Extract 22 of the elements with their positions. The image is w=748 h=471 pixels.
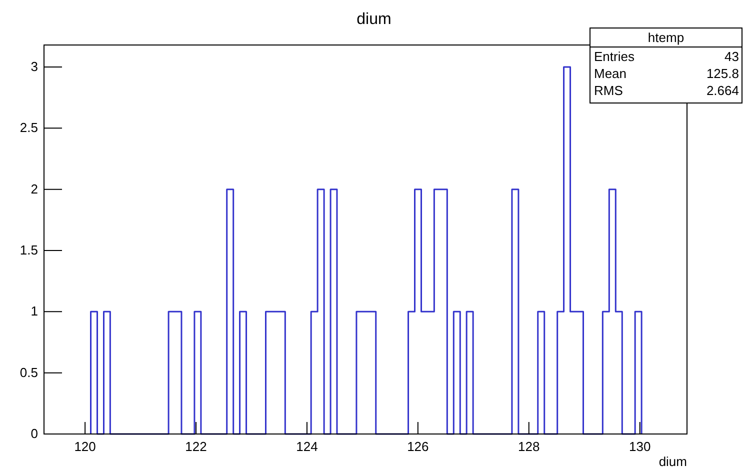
y-tick-label: 1.5	[20, 242, 38, 258]
y-tick-label: 2	[30, 181, 38, 196]
y-tick-label: 3	[30, 59, 38, 74]
x-tick-label: 128	[518, 439, 540, 454]
x-tick-label: 120	[74, 439, 96, 454]
text: 125.8	[706, 66, 739, 81]
x-tick-label: 122	[185, 439, 207, 454]
y-tick-label: 0.5	[20, 364, 38, 380]
annotation: RMS	[594, 83, 624, 98]
y-tick-label: 0	[30, 426, 38, 441]
annotation: Entries	[594, 49, 635, 64]
chart-title: dium	[356, 11, 392, 28]
x-tick-label: 130	[628, 439, 651, 454]
text: 2.664	[706, 83, 739, 98]
x-axis-title: dium	[658, 454, 687, 469]
text: 43	[724, 49, 739, 64]
annotation: htemp	[648, 30, 684, 45]
y-tick-label: 2.5	[20, 120, 38, 136]
y-tick-label: 1	[30, 304, 38, 319]
x-tick-label: 126	[407, 439, 429, 454]
x-tick-label: 124	[296, 439, 318, 454]
annotation: Mean	[594, 66, 627, 81]
